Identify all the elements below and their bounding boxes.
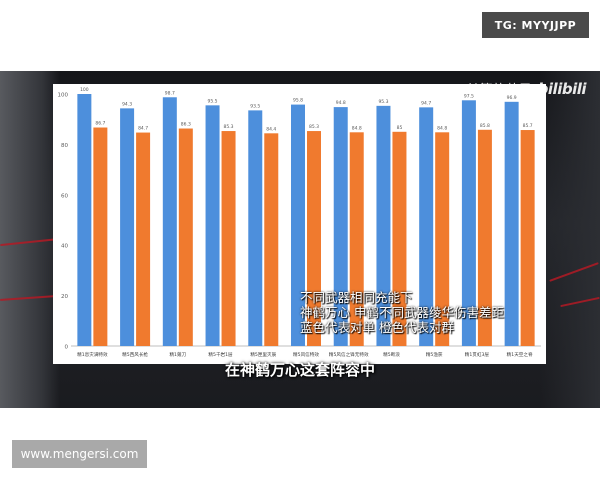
bar <box>264 133 279 346</box>
bar <box>376 105 391 347</box>
chart-svg: 0 20 40 60 80 100 100 86.7 精1息灾满特效 94.3 84.7 精5西风长枪… <box>58 87 541 358</box>
caption-line-3: 蓝色代表对单 橙色代表对群 <box>300 320 454 335</box>
bar <box>77 94 92 346</box>
bar <box>93 127 108 347</box>
y-tick-label: 0 <box>65 345 69 351</box>
bar <box>120 108 135 346</box>
video-frame: 赫箩的苹果 bilibili 02040608010010086.7精1息灾满特… <box>0 71 600 408</box>
x-tick-label: 精5风信之锋无特效 <box>329 351 369 358</box>
bar <box>419 107 434 346</box>
x-tick-label: 精1薙刀 <box>169 351 186 358</box>
data-label: 85 <box>397 125 403 131</box>
bar <box>333 107 348 346</box>
y-tick-label: 60 <box>61 193 68 199</box>
data-label: 86.3 <box>181 122 191 128</box>
data-label: 93.5 <box>250 103 260 109</box>
data-label: 94.7 <box>421 100 431 106</box>
caption-line-2: 神鹤万心 申鹤不同武器绫华伤害差距 <box>300 305 504 320</box>
x-tick-label: 精5风信特效 <box>293 351 319 358</box>
data-label: 84.7 <box>138 126 148 132</box>
bar <box>392 131 407 346</box>
bar <box>349 132 364 346</box>
data-label: 96.9 <box>507 95 517 101</box>
data-label: 97.5 <box>464 93 474 99</box>
x-tick-label: 精1贯虹3层 <box>465 351 490 358</box>
video-right-edge <box>540 71 600 408</box>
bilibili-logo: bilibili <box>537 79 587 98</box>
y-tick-label: 20 <box>61 294 68 300</box>
y-tick-label: 40 <box>61 244 68 250</box>
bar <box>504 101 519 346</box>
bar <box>248 110 263 346</box>
data-label: 85.7 <box>523 123 533 129</box>
data-label: 85.3 <box>224 124 234 130</box>
video-subtitle: 在神鹤万心这套阵容中 <box>224 361 375 379</box>
data-label: 95.3 <box>378 99 388 105</box>
data-label: 95.5 <box>208 98 218 104</box>
bar <box>162 97 177 346</box>
bar <box>477 129 492 346</box>
bar <box>178 128 193 346</box>
x-tick-label: 精5匣里灭辰 <box>250 351 276 358</box>
bar <box>435 132 450 346</box>
x-tick-label: 精5断浪 <box>383 351 400 358</box>
y-tick-label: 80 <box>61 143 68 149</box>
data-label: 84.8 <box>352 125 362 131</box>
website-badge: www.mengersi.com <box>12 440 147 468</box>
data-label: 84.4 <box>266 126 276 132</box>
data-label: 100 <box>80 87 89 93</box>
data-label: 84.8 <box>437 125 447 131</box>
bar <box>221 131 236 346</box>
data-label: 94.8 <box>336 100 346 106</box>
caption-line-1: 不同武器相同充能下 <box>300 290 413 305</box>
bar-chart: 0 20 40 60 80 100 100 86.7 精1息灾满特效 94.3 84.7 精5西风长枪… <box>53 84 546 364</box>
data-label: 98.7 <box>165 90 175 96</box>
x-tick-label: 精5千岩1层 <box>208 351 233 358</box>
data-label: 94.3 <box>122 101 132 107</box>
caption-overlay: 不同武器相同充能下 神鹤万心 申鹤不同武器绫华伤害差距 蓝色代表对单 橙色代表对… <box>300 290 504 335</box>
bar <box>461 100 476 346</box>
data-label: 85.8 <box>480 123 490 129</box>
telegram-badge: TG: MYYJJPP <box>482 12 589 38</box>
data-label: 85.3 <box>309 124 319 130</box>
bar <box>291 104 305 346</box>
bar <box>307 131 321 346</box>
bar <box>205 105 220 346</box>
data-label: 86.7 <box>95 121 105 127</box>
bar <box>520 130 535 346</box>
x-tick-label: 精1息灾满特效 <box>77 351 108 358</box>
bar <box>136 132 151 346</box>
x-tick-label: 精1天空之脊 <box>507 351 533 358</box>
x-tick-label: 精5渔获 <box>426 351 443 358</box>
x-tick-label: 精5西风长枪 <box>122 351 148 358</box>
data-label: 95.8 <box>293 98 303 104</box>
y-tick-label: 100 <box>58 93 69 99</box>
